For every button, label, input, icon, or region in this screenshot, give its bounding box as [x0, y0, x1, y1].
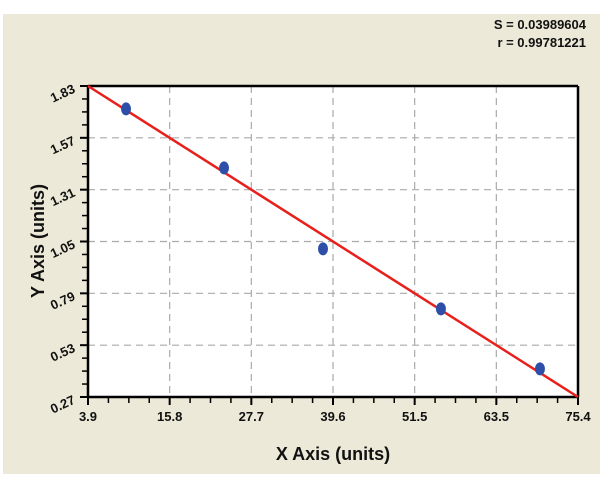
y-tick-label: 0.53: [48, 340, 77, 364]
x-tick-label: 75.4: [565, 409, 591, 424]
y-tick-label: 0.79: [48, 288, 77, 312]
y-tick-label: 1.05: [48, 237, 77, 261]
y-tick-label: 1.57: [48, 133, 77, 157]
x-tick-label: 51.5: [402, 409, 427, 424]
fit-line: [87, 84, 579, 399]
s-statistic: S = 0.03989604: [493, 17, 586, 32]
data-point: [219, 161, 230, 175]
data-series: [87, 84, 579, 399]
x-tick-label: 63.5: [484, 409, 509, 424]
x-tick-label: 27.7: [239, 409, 264, 424]
y-axis-title: Y Axis (units): [28, 184, 48, 298]
y-tick-label: 1.83: [48, 81, 77, 105]
y-tick-labels: 0.27 0.53 0.79 1.05 1.31 1.57 1.83: [48, 81, 77, 416]
x-tick-label: 15.8: [157, 409, 182, 424]
x-tick-label: 3.9: [79, 409, 97, 424]
r-statistic: r = 0.99781221: [497, 35, 586, 50]
y-tick-label: 1.31: [48, 185, 77, 209]
data-point: [435, 302, 446, 316]
data-point: [317, 242, 328, 256]
data-point: [534, 362, 545, 376]
y-tick-label: 0.27: [48, 392, 77, 416]
fit-statistics: S = 0.03989604 r = 0.99781221: [494, 16, 586, 52]
x-tick-label: 39.6: [320, 409, 345, 424]
x-axis-title: X Axis (units): [276, 444, 390, 464]
x-tick-labels: 3.9 15.8 27.7 39.6 51.5 63.5 75.4: [79, 409, 591, 424]
data-point: [121, 102, 132, 116]
